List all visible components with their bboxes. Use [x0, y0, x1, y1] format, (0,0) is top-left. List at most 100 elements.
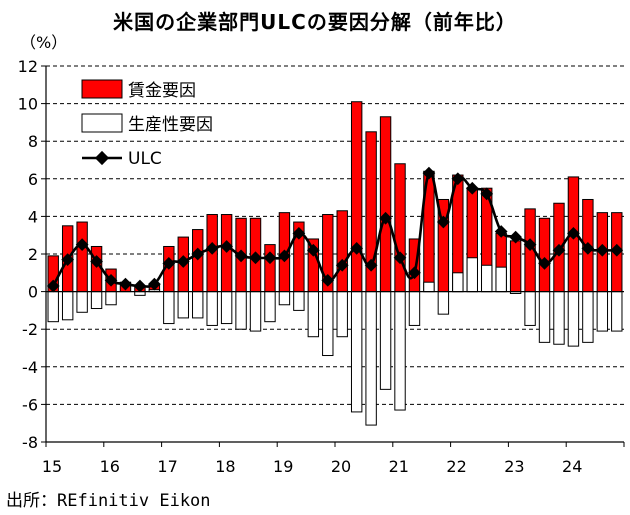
bar-productivity-15Q4 — [90, 291, 103, 310]
y-tick-label-12: 12 — [18, 57, 38, 76]
bar-productivity-16Q1 — [105, 291, 117, 306]
ulc-point-19Q2 — [292, 226, 306, 240]
x-tick-label-15: 15 — [42, 457, 62, 476]
bar-productivity-20Q3 — [365, 291, 377, 426]
bar-productivity-18Q2 — [235, 291, 247, 330]
y-unit-label: （%） — [20, 33, 67, 52]
ulc-point-18Q1 — [220, 240, 233, 253]
bar-wage-23Q3 — [538, 217, 551, 293]
y-tick-label--2: -2 — [22, 320, 38, 339]
ulc-point-22Q3 — [480, 187, 494, 201]
ulc-point-16Q1 — [104, 273, 118, 287]
bar-productivity-22Q1 — [452, 272, 464, 293]
bar-productivity-22Q4 — [495, 266, 507, 293]
bar-productivity-17Q1 — [163, 291, 175, 325]
legend: 賃金要因 生産性要因 ULC — [81, 79, 213, 169]
ulc-point-16Q4 — [148, 277, 161, 291]
ulc-line-group — [46, 166, 624, 293]
bar-wage-15Q3 — [76, 221, 88, 293]
bar-productivity-22Q3 — [481, 264, 493, 293]
ulc-point-20Q1 — [335, 258, 349, 272]
source-note: 出所：REfinitiv Eikon — [6, 491, 211, 511]
legend-label-ulc: ULC — [128, 149, 162, 169]
bar-productivity-20Q4 — [379, 291, 392, 390]
bar-productivity-17Q3 — [192, 291, 204, 319]
bar-productivity-19Q4 — [322, 291, 334, 357]
ulc-point-22Q2 — [465, 181, 479, 195]
y-tick-label-2: 2 — [28, 245, 38, 264]
bar-wage-17Q3 — [192, 229, 204, 293]
legend-swatch-wage — [81, 79, 123, 99]
bar-productivity-24Q4 — [611, 291, 623, 332]
ulc-point-19Q1 — [278, 249, 291, 263]
bar-productivity-23Q2 — [524, 291, 536, 326]
ulc-point-16Q3 — [133, 279, 147, 293]
y-tick-label-6: 6 — [28, 170, 38, 189]
x-tick-label-23: 23 — [504, 457, 524, 476]
x-tick-labels: 15 16 17 18 19 20 21 22 23 24 — [42, 457, 583, 476]
x-tick-label-24: 24 — [562, 457, 582, 476]
bar-productivity-18Q3 — [249, 291, 262, 332]
ulc-point-15Q3 — [75, 238, 89, 251]
legend-marker-ulc — [94, 150, 110, 166]
bar-wage-18Q1 — [220, 214, 233, 293]
y-tick-label-8: 8 — [28, 132, 38, 151]
ulc-point-17Q4 — [205, 241, 219, 255]
bar-productivity-22Q2 — [466, 257, 478, 293]
ulc-point-17Q3 — [191, 247, 205, 261]
bar-productivity-21Q3 — [423, 281, 435, 293]
grid-lines — [46, 65, 624, 405]
x-tick-label-16: 16 — [100, 457, 120, 476]
bar-productivity-20Q2 — [350, 291, 363, 413]
y-tick-label--4: -4 — [22, 358, 38, 377]
ulc-line — [52, 171, 617, 288]
bar-productivity-24Q3 — [596, 291, 609, 332]
legend-swatch-productivity — [81, 113, 123, 133]
bar-productivity-21Q4 — [437, 291, 450, 315]
ulc-point-21Q4 — [437, 215, 450, 229]
bar-productivity-19Q3 — [307, 291, 320, 338]
bar-productivity-15Q1 — [47, 291, 59, 323]
ulc-point-21Q1 — [393, 251, 407, 265]
y-tick-label--8: -8 — [22, 433, 38, 452]
ulc-point-19Q3 — [306, 243, 320, 257]
y-tick-label-0: 0 — [28, 283, 38, 302]
ulc-point-16Q2 — [119, 277, 132, 291]
x-tick-label-17: 17 — [157, 457, 177, 476]
axes-group — [41, 65, 625, 447]
ulc-point-18Q3 — [249, 251, 262, 265]
bar-productivity-24Q2 — [582, 291, 594, 343]
y-tick-label-10: 10 — [18, 95, 38, 114]
bar-productivity-19Q2 — [293, 291, 305, 311]
ulc-point-20Q3 — [364, 258, 378, 272]
bar-productivity-21Q2 — [408, 291, 421, 326]
y-tick-labels: -8 -6 -4 -2 0 2 4 6 8 10 12 — [18, 57, 38, 452]
bar-productivity-15Q3 — [76, 291, 88, 313]
bar-productivity-17Q4 — [206, 291, 218, 326]
ulc-point-21Q3 — [422, 166, 436, 180]
bar-productivity-19Q1 — [278, 291, 291, 306]
bar-productivity-18Q4 — [264, 291, 276, 323]
ulc-point-22Q4 — [494, 225, 508, 238]
bar-wage-20Q1 — [336, 210, 348, 293]
ulc-point-18Q4 — [263, 251, 277, 265]
legend-label-wage: 賃金要因 — [128, 81, 196, 101]
ulc-point-17Q2 — [176, 255, 190, 268]
bar-wage-21Q1 — [394, 163, 406, 293]
ulc-point-19Q4 — [321, 273, 335, 287]
bar-productivity-23Q4 — [553, 291, 565, 345]
bar-productivity-21Q1 — [394, 291, 406, 411]
x-tick-label-21: 21 — [389, 457, 409, 476]
ulc-point-22Q1 — [451, 172, 465, 186]
x-tick-label-22: 22 — [446, 457, 466, 476]
bar-productivity-15Q2 — [61, 291, 74, 321]
x-tick-label-20: 20 — [331, 457, 351, 476]
ulc-point-18Q2 — [234, 249, 248, 263]
ulc-point-20Q4 — [379, 211, 392, 225]
x-tick-label-18: 18 — [215, 457, 235, 476]
x-tick-label-19: 19 — [273, 457, 293, 476]
chart-title: 米国の企業部門ULCの要因分解（前年比） — [113, 10, 517, 34]
bar-productivity-24Q1 — [567, 291, 580, 347]
bar-wage-20Q2 — [350, 101, 363, 293]
